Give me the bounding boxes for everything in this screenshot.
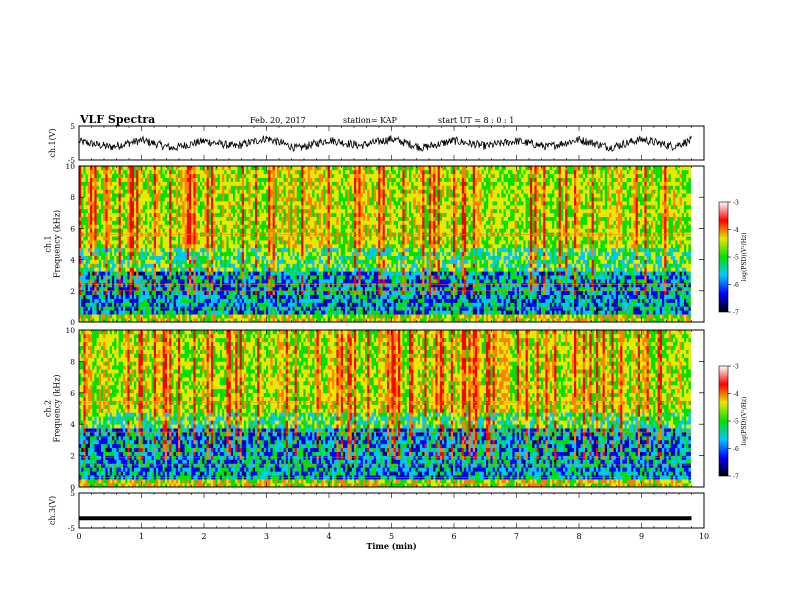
ch1-spectrogram-ylabel-line: ch.1 <box>44 235 53 252</box>
ch2-spectrogram-colorbar-label-text: log(PSD)(V²/Hz) <box>741 397 748 446</box>
ch2-spectrogram-y-tick-label: 8 <box>70 357 75 366</box>
ch1-spectrogram-colorbar-tick-label: -4 <box>733 227 739 234</box>
ch2-spectrogram-colorbar-tick-label: -6 <box>733 446 739 453</box>
ch2-spectrogram-colorbar-tick-label: -4 <box>733 391 739 398</box>
ch2-spectrogram-colorbar-tick-label: -5 <box>733 419 739 426</box>
ch1-y-tick-label: 5 <box>70 122 75 131</box>
ch2-spectrogram-y-tick-label: 10 <box>65 326 75 335</box>
ch1-y-tick-label: -5 <box>68 156 76 165</box>
x-tick-label: 2 <box>201 532 206 541</box>
ch2-spectrogram-colorbar-label: log(PSD)(V²/Hz) <box>741 397 748 446</box>
ch2-spectrogram-y-tick-label: 0 <box>70 483 75 492</box>
ch2-spectrogram <box>79 330 691 488</box>
ch2-spectrogram-ylabel-line: Frequency (kHz) <box>53 374 62 442</box>
ch2-spectrogram-ylabel: ch.2 Frequency (kHz) <box>44 374 62 442</box>
ch1-spectrogram <box>79 166 691 323</box>
x-tick-label: 7 <box>514 532 519 541</box>
x-tick-label: 0 <box>76 532 81 541</box>
x-axis-title: Time (min) <box>366 541 416 551</box>
ch1-spectrogram-colorbar-tick-label: -5 <box>733 255 739 262</box>
ch1-spectrogram-y-tick-label: 2 <box>70 287 75 296</box>
ch3-ylabel-line: ch.3(V) <box>48 496 57 525</box>
ch2-spectrogram-blank <box>691 330 704 487</box>
start-time-label: start UT = 8 : 0 : 1 <box>438 116 514 125</box>
ch1-spectrogram-y-tick-label: 0 <box>70 318 75 327</box>
x-tick-label: 8 <box>576 532 581 541</box>
ch1-spectrogram-colorbar-tick-label: -7 <box>733 310 739 317</box>
ch1-spectrogram-y-tick-label: 10 <box>65 162 75 171</box>
ch3-y-tick-label: -5 <box>68 524 76 533</box>
date-label: Feb. 20, 2017 <box>250 116 306 125</box>
ch1-spectrogram-blank <box>691 166 704 322</box>
ch1-spectrogram-colorbar-tick-label: -6 <box>733 282 739 289</box>
ch1-spectrogram-y-tick-label: 6 <box>70 224 75 233</box>
ch2-spectrogram-colorbar-tick-label: -3 <box>733 364 739 371</box>
ch1-spectrogram-colorbar-label-text: log(PSD)(V²/Hz) <box>741 233 748 282</box>
x-tick-label: 3 <box>264 532 269 541</box>
ch2-spectrogram-colorbar-tick-label: -7 <box>733 474 739 481</box>
ch1-spectrogram-colorbar-tick-label: -3 <box>733 200 739 207</box>
ch2-spectrogram-y-tick-label: 2 <box>70 452 75 461</box>
x-tick-label: 6 <box>451 532 456 541</box>
ch1-spectrogram-y-tick-label: 4 <box>70 256 75 265</box>
ch1-spectrogram-colorbar-label: log(PSD)(V²/Hz) <box>741 233 748 282</box>
ch2-spectrogram-y-tick-label: 6 <box>70 389 75 398</box>
x-tick-label: 10 <box>699 532 709 541</box>
x-tick-label: 9 <box>639 532 644 541</box>
x-tick-label: 4 <box>326 532 331 541</box>
ch1-ylabel: ch.1(V) <box>48 128 57 157</box>
ch1-waveform-frame <box>78 125 705 161</box>
ch3-y-tick-label: 5 <box>70 489 75 498</box>
ch1-spectrogram-ylabel-line: Frequency (kHz) <box>53 210 62 278</box>
ch3-waveform-frame <box>78 492 705 529</box>
ch1-spectrogram-y-tick-label: 8 <box>70 193 75 202</box>
ch1-spectrogram-ylabel: ch.1 Frequency (kHz) <box>44 210 62 278</box>
ch2-spectrogram-ylabel-line: ch.2 <box>44 400 53 417</box>
ch3-ylabel: ch.3(V) <box>48 496 57 525</box>
ch1-spectrogram-colorbar <box>718 201 729 313</box>
ch2-spectrogram-colorbar <box>718 365 729 477</box>
ch2-spectrogram-y-tick-label: 4 <box>70 420 75 429</box>
ch1-ylabel-line: ch.1(V) <box>48 128 57 157</box>
x-tick-label: 1 <box>139 532 144 541</box>
station-label: station= KAP <box>343 116 397 125</box>
ch1-waveform-line <box>78 135 692 152</box>
x-tick-label: 5 <box>389 532 394 541</box>
figure-title: VLF Spectra <box>80 113 155 126</box>
